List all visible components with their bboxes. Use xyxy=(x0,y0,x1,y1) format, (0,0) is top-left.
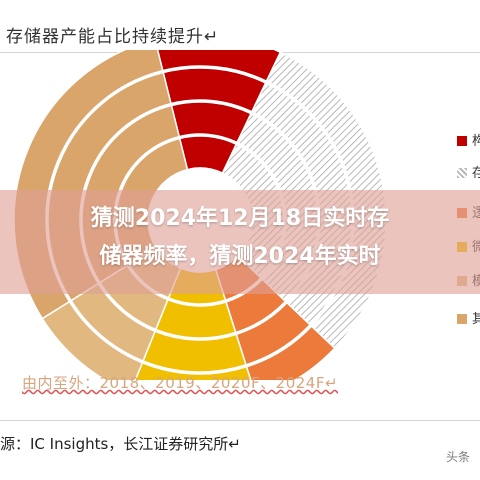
legend-label: 构 xyxy=(472,134,480,149)
legend-item: 构 xyxy=(457,130,480,149)
overlay-headline: 猜测2024年12月18日实时存 储器频率，猜测2024年实时 xyxy=(90,206,390,269)
chart-title: 存储器产能占比持续提升↵ xyxy=(6,27,220,47)
chart-subtitle: 由内至外：2018、2019、2020F、2024F↵ xyxy=(22,372,338,393)
source-note: 源：IC Insights，长江证券研究所↵ xyxy=(0,435,241,453)
legend-label: 存 xyxy=(472,166,480,181)
ring-2024F-segment-2 xyxy=(245,325,336,380)
overlay-banner xyxy=(0,190,480,294)
subtitle-text: 由内至外：2018、2019、2020F、2024F↵ xyxy=(22,374,339,392)
bottom-divider xyxy=(0,420,480,421)
legend-item: 存 xyxy=(457,162,480,181)
legend-swatch xyxy=(457,314,467,324)
legend-swatch xyxy=(457,136,467,146)
legend-swatch xyxy=(457,168,467,178)
legend-label: 其 xyxy=(472,312,480,327)
watermark: 头条 xyxy=(446,450,471,464)
ring-2019-segment-3 xyxy=(154,298,237,339)
legend-item: 其 xyxy=(457,308,480,327)
